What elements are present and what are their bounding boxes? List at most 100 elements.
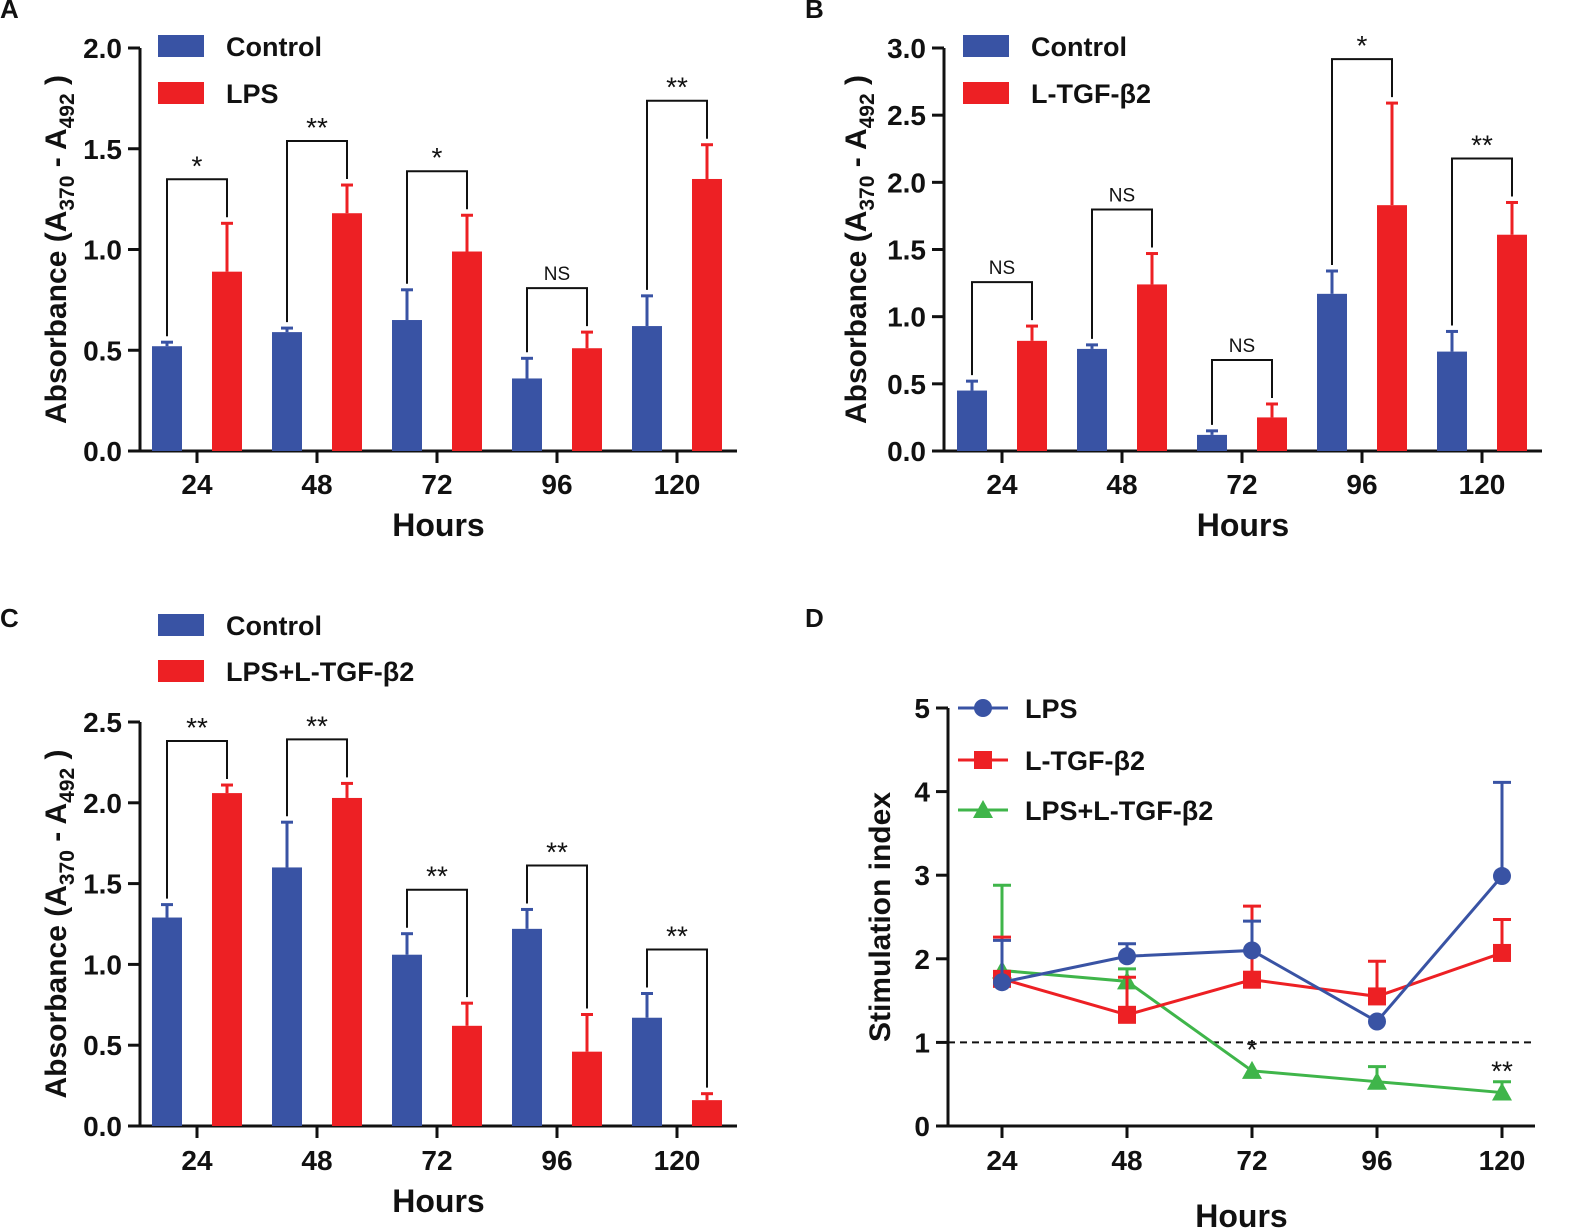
bar-control [1197, 434, 1227, 451]
y-tick-label: 3 [914, 860, 930, 891]
bar-control [272, 332, 302, 451]
marker-circle [1493, 867, 1511, 886]
x-tick-label: 48 [1111, 1145, 1142, 1176]
panel-b: B 0.0 0.5 1.0 1.5 2.0 2.5 3.0 24 48 72 96 120 NS NS NS *… [805, 0, 1542, 543]
significance-label: ** [666, 72, 688, 103]
significance-label: * [192, 150, 203, 181]
significance-label: * [1357, 30, 1368, 61]
x-tick-label: 72 [1236, 1145, 1267, 1176]
bar-control [632, 326, 662, 451]
significance-label: ** [426, 861, 448, 892]
marker-circle [1243, 941, 1261, 960]
y-tick-label: 1.5 [887, 235, 926, 266]
x-tick-label: 96 [1361, 1145, 1392, 1176]
significance-bracket [1211, 358, 1273, 425]
y-axis-label-subscript: 492 [56, 93, 79, 128]
x-tick-label: 120 [1479, 1145, 1526, 1176]
x-tick-label: 24 [986, 1145, 1018, 1176]
marker-square [1118, 1005, 1136, 1024]
y-tick-label: 3.0 [887, 33, 926, 64]
significance-bracket [286, 738, 348, 817]
marker-circle [1368, 1012, 1386, 1031]
significance-label: NS [1229, 336, 1255, 357]
bar-treated [692, 178, 722, 451]
significance-bracket [526, 864, 588, 1009]
y-tick-label: 0.5 [83, 335, 122, 366]
y-tick-label: 1.0 [83, 235, 122, 266]
bar-control [512, 378, 542, 451]
bar-treated [332, 797, 362, 1126]
legend-swatch [963, 82, 1009, 104]
y-axis-label-subscript: 492 [56, 768, 79, 803]
y-axis-label-part: Absorbance (A [840, 211, 873, 424]
marker-square [1368, 987, 1386, 1006]
bar-control [392, 954, 422, 1126]
x-tick-label: 120 [654, 469, 701, 500]
y-axis-label-part: Absorbance (A [40, 211, 73, 424]
significance-bracket [646, 948, 708, 1088]
panel-a: A0.00.51.01.52.024 48 72 96 120****NS**Contr… [0, 0, 737, 543]
x-axis-label: Hours [392, 507, 484, 543]
bar-treated [212, 793, 242, 1126]
y-tick-label: 2.0 [83, 788, 122, 819]
legend-label: LPS [226, 79, 279, 109]
bar-control [152, 346, 182, 451]
y-axis-label: Stimulation index [864, 792, 897, 1042]
x-axis-label: Hours [1195, 1198, 1287, 1232]
y-tick-label: 0.5 [887, 369, 926, 400]
bar-treated [1497, 234, 1527, 451]
bar-treated [1377, 205, 1407, 451]
marker-square [1493, 943, 1511, 962]
y-axis-label-part: ) [840, 75, 873, 93]
legend-label: L-TGF-β2 [1025, 746, 1145, 776]
x-axis-label: Hours [1197, 507, 1289, 543]
legend-label: Control [226, 611, 322, 641]
series-l-tgf-b2 [993, 904, 1511, 1024]
significance-label: ** [1471, 129, 1493, 160]
y-tick-label: 0.0 [83, 1111, 122, 1142]
bar-control [1077, 348, 1107, 451]
x-tick-label: 48 [301, 469, 332, 500]
y-tick-label: 2.0 [83, 33, 122, 64]
y-axis-label-part: - A [40, 803, 73, 850]
legend-swatch [963, 35, 1009, 57]
marker-triangle [1242, 1060, 1262, 1079]
legend-swatch [158, 35, 204, 57]
bar-control [957, 390, 987, 451]
y-axis-label-subscript: 492 [856, 93, 879, 128]
x-tick-label: 24 [181, 469, 213, 500]
bar-treated [452, 251, 482, 451]
marker-circle [974, 699, 992, 717]
bar-control [1437, 351, 1467, 451]
bar-control [272, 867, 302, 1126]
x-tick-label: 72 [421, 469, 452, 500]
bar-treated [572, 348, 602, 451]
y-tick-label: 1.5 [83, 134, 122, 165]
bar-control [632, 1017, 662, 1126]
significance-bracket [406, 888, 468, 998]
y-axis-label-part: Absorbance (A [40, 885, 73, 1098]
panel-label: B [805, 0, 824, 24]
y-tick-label: 1.0 [887, 302, 926, 333]
x-tick-label: 24 [986, 469, 1018, 500]
y-axis-label-subscript: 370 [856, 176, 879, 211]
bar-treated [692, 1100, 722, 1126]
significance-label: ** [1491, 1056, 1513, 1087]
x-tick-label: 24 [181, 1145, 213, 1176]
significance-bracket [406, 170, 468, 284]
series-lps [993, 780, 1511, 1031]
x-tick-label: 72 [421, 1145, 452, 1176]
panel-label: C [0, 603, 19, 633]
marker-square [974, 751, 992, 769]
significance-bracket [971, 281, 1033, 376]
x-tick-label: 96 [1346, 469, 1377, 500]
legend-label: Control [226, 32, 322, 62]
x-tick-label: 48 [1106, 469, 1137, 500]
y-axis-label: Absorbance (A370 - A492 ) [40, 75, 79, 424]
y-axis-label: Absorbance (A370 - A492 ) [40, 749, 79, 1098]
x-tick-label: 48 [301, 1145, 332, 1176]
y-tick-label: 2.5 [83, 707, 122, 738]
bar-treated [452, 1025, 482, 1126]
significance-label: NS [989, 258, 1015, 279]
